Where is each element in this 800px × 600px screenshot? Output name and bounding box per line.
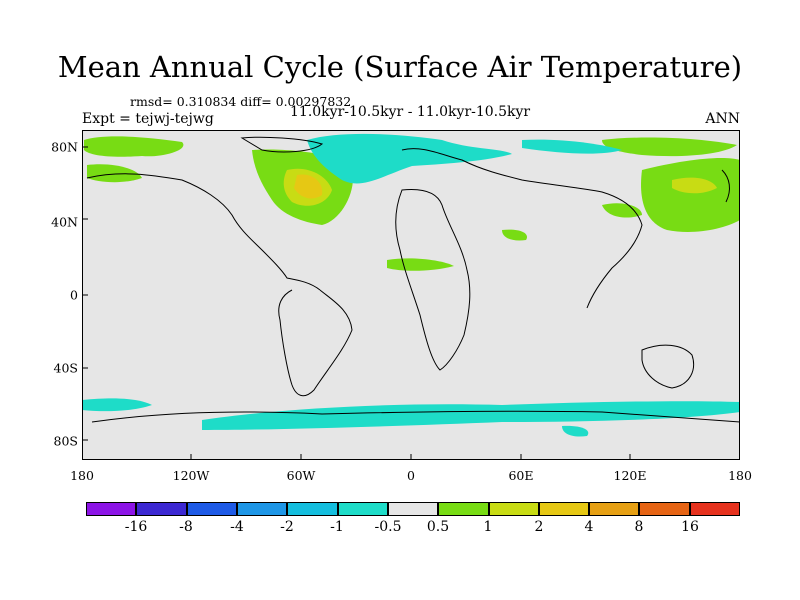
colorbar-box bbox=[236, 502, 288, 516]
cold-anomaly-patches bbox=[82, 133, 740, 437]
season-label: ANN bbox=[705, 111, 740, 127]
stats-label: rmsd= 0.310834 diff= 0.00297832 bbox=[130, 94, 352, 109]
colorbar-box bbox=[689, 502, 741, 516]
warm-anomaly-patches bbox=[84, 136, 740, 271]
x-tick-label: 120E bbox=[613, 468, 647, 483]
y-tick-label: 40N bbox=[51, 214, 78, 230]
y-tick-label: 80N bbox=[51, 139, 78, 155]
colorbar-label: -8 bbox=[179, 519, 193, 535]
x-tick-label: 180 bbox=[728, 468, 752, 483]
colorbar-box bbox=[186, 502, 237, 516]
experiment-label: Expt = tejwj-tejwg bbox=[82, 111, 214, 127]
colorbar bbox=[86, 502, 741, 516]
colorbar-box bbox=[337, 502, 388, 516]
colorbar-label: -0.5 bbox=[374, 519, 402, 535]
colorbar-label: -4 bbox=[230, 519, 244, 535]
period-label: 11.0kyr-10.5kyr - 11.0kyr-10.5kyr bbox=[290, 104, 531, 120]
colorbar-box bbox=[438, 502, 489, 516]
colorbar-label: 1 bbox=[483, 519, 493, 535]
colorbar-box bbox=[287, 502, 338, 516]
x-tick-label: 120W bbox=[172, 468, 210, 483]
colorbar-box bbox=[639, 502, 690, 516]
colorbar-label: 8 bbox=[634, 519, 644, 535]
map-tick-marks bbox=[82, 146, 631, 460]
y-tick-label: 40S bbox=[53, 360, 78, 376]
colorbar-label: -1 bbox=[330, 519, 344, 535]
colorbar-label: 0.5 bbox=[426, 519, 450, 535]
colorbar-label: 16 bbox=[681, 519, 699, 535]
x-tick-label: 180 bbox=[70, 468, 94, 483]
colorbar-label: -2 bbox=[280, 519, 294, 535]
colorbar-box bbox=[589, 502, 640, 516]
y-tick-label: 0 bbox=[70, 287, 78, 303]
colorbar-box bbox=[488, 502, 539, 516]
figure-title: Mean Annual Cycle (Surface Air Temperatu… bbox=[57, 50, 743, 84]
colorbar-label: 4 bbox=[584, 519, 594, 535]
colorbar-box bbox=[538, 502, 590, 516]
anomaly-map bbox=[82, 130, 740, 460]
x-tick-label: 60E bbox=[508, 468, 534, 483]
colorbar-box bbox=[86, 502, 137, 516]
coastlines bbox=[86, 136, 740, 423]
x-tick-label: 60W bbox=[286, 468, 316, 483]
strong-warm-patches bbox=[283, 168, 717, 206]
colorbar-label: 2 bbox=[534, 519, 544, 535]
x-tick-label: 0 bbox=[407, 468, 415, 483]
colorbar-label: -16 bbox=[124, 519, 148, 535]
colorbar-box bbox=[136, 502, 187, 516]
colorbar-box bbox=[387, 502, 439, 516]
y-tick-label: 80S bbox=[53, 433, 78, 449]
